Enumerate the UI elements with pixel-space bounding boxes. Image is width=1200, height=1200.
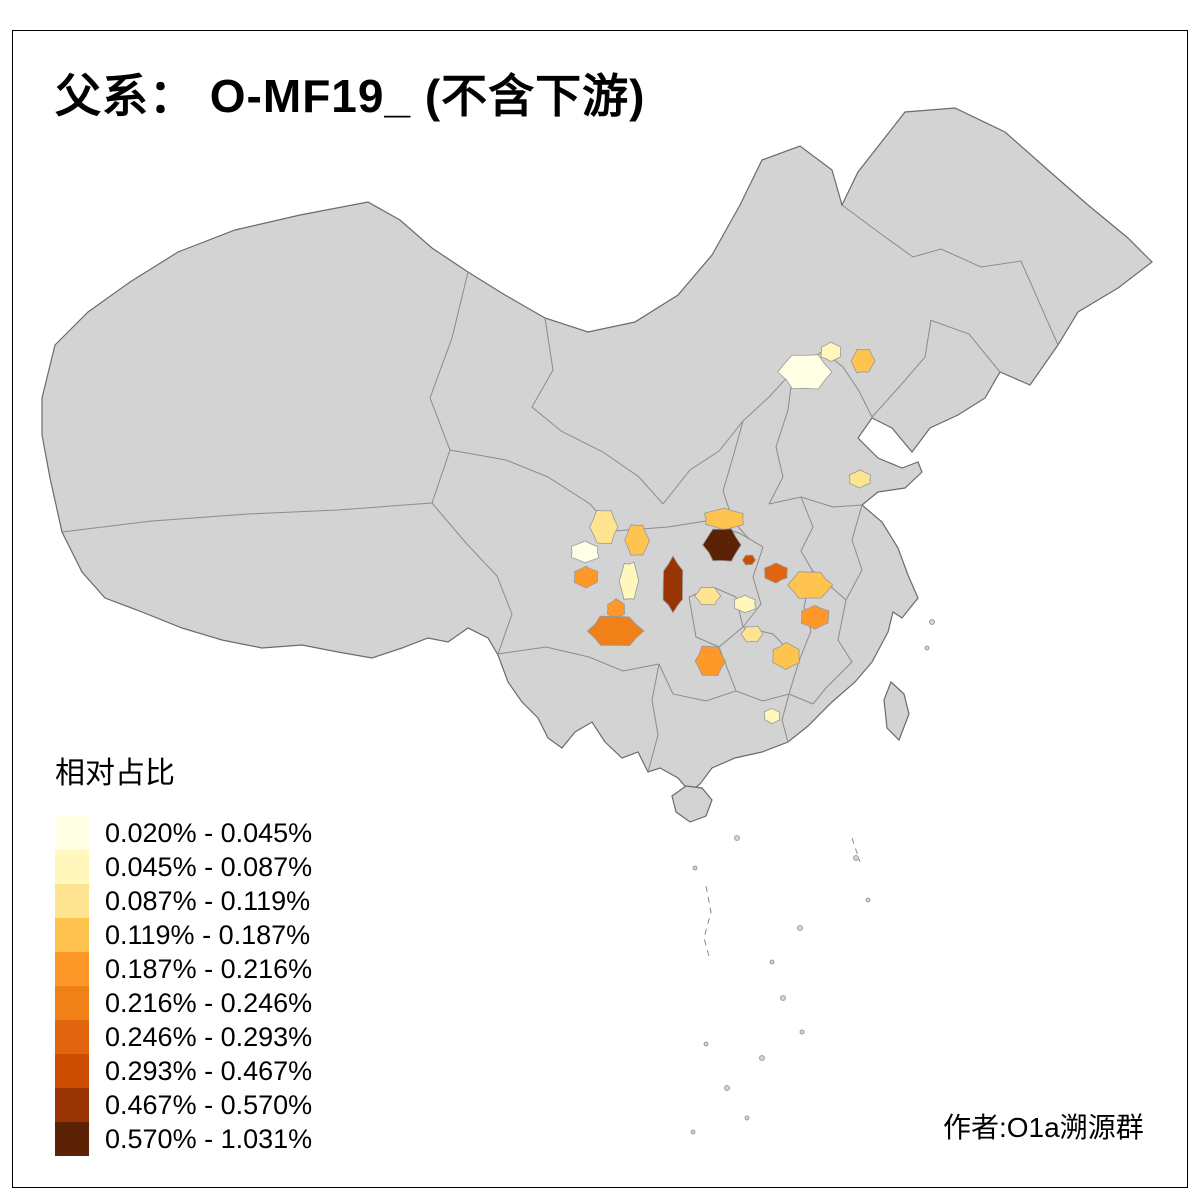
legend-label-1: 0.045% - 0.087% bbox=[105, 851, 313, 882]
prefecture-hunan-south bbox=[772, 641, 800, 670]
map-title: 父系： O-MF19_ (不含下游) bbox=[55, 70, 646, 122]
prefecture-guangdong-pale bbox=[763, 707, 781, 725]
sea-islands bbox=[690, 619, 935, 1135]
prefecture-hubei-west-orange bbox=[764, 562, 788, 584]
prefecture-dark-red-strip bbox=[662, 555, 684, 614]
legend-swatch-0 bbox=[55, 816, 89, 850]
legend-label-8: 0.467% - 0.570% bbox=[105, 1089, 313, 1120]
legend-swatch-7 bbox=[55, 1054, 89, 1088]
legend-row-7: 0.293% - 0.467% bbox=[55, 1054, 312, 1088]
prefecture-hunan-mid-pale bbox=[740, 625, 764, 643]
plot-frame bbox=[12, 30, 1188, 1188]
prefecture-hunan-north-orange bbox=[800, 604, 830, 630]
legend-label-6: 0.246% - 0.293% bbox=[105, 1021, 313, 1052]
prefecture-small-dark-dot bbox=[742, 554, 757, 566]
legend-label-5: 0.216% - 0.246% bbox=[105, 987, 313, 1018]
prefecture-highlights bbox=[570, 341, 876, 725]
legend-row-1: 0.045% - 0.087% bbox=[55, 850, 312, 884]
legend-row-2: 0.087% - 0.119% bbox=[55, 884, 312, 918]
legend-title: 相对占比 bbox=[55, 757, 175, 790]
taiwan-island bbox=[883, 680, 910, 742]
prefecture-dark-brown-core bbox=[702, 528, 742, 562]
legend-row-9: 0.570% - 1.031% bbox=[55, 1122, 312, 1156]
prefecture-shandong-west bbox=[848, 469, 871, 489]
legend-row-3: 0.119% - 0.187% bbox=[55, 918, 312, 952]
prefecture-chongqing-pale bbox=[733, 594, 757, 614]
legend-swatch-5 bbox=[55, 986, 89, 1020]
legend-label-4: 0.187% - 0.216% bbox=[105, 953, 313, 984]
prefecture-beijing-area bbox=[777, 354, 833, 390]
legend-swatch-1 bbox=[55, 850, 89, 884]
land-group bbox=[41, 107, 1153, 823]
prefecture-hubei-center bbox=[787, 571, 834, 599]
prefecture-sichuan-north-strip bbox=[618, 561, 640, 600]
prefecture-beijing-northeast bbox=[820, 341, 842, 363]
prefecture-qinghai-east bbox=[570, 540, 600, 564]
legend-row-5: 0.216% - 0.246% bbox=[55, 986, 312, 1020]
prefecture-tianjin-area bbox=[850, 348, 876, 374]
author-credit: 作者:O1a溯源群 bbox=[943, 1112, 1144, 1143]
legend-row-6: 0.246% - 0.293% bbox=[55, 1020, 312, 1054]
legend-swatch-4 bbox=[55, 952, 89, 986]
legend: 相对占比 0.020% - 0.045% 0.045% - 0.087% 0.087… bbox=[55, 748, 312, 1156]
legend-label-2: 0.087% - 0.119% bbox=[105, 885, 311, 916]
legend-row-0: 0.020% - 0.045% bbox=[55, 816, 312, 850]
legend-swatch-6 bbox=[55, 1020, 89, 1054]
legend-label-7: 0.293% - 0.467% bbox=[105, 1055, 313, 1086]
legend-label-0: 0.020% - 0.045% bbox=[105, 817, 313, 848]
prefecture-gansu-south bbox=[624, 524, 650, 556]
hainan-island bbox=[671, 785, 713, 823]
mainland-china bbox=[41, 107, 1153, 793]
prefecture-gannan-area bbox=[573, 565, 599, 589]
prefecture-sichuan-west bbox=[586, 615, 645, 647]
prefecture-hanzhong-light bbox=[703, 507, 744, 531]
legend-label-3: 0.119% - 0.187% bbox=[105, 919, 311, 950]
prefecture-sichuan-east-pale bbox=[694, 586, 722, 606]
prefecture-gansu-lanzhou bbox=[589, 510, 619, 545]
prefecture-guizhou-orange bbox=[694, 645, 726, 677]
legend-swatch-3 bbox=[55, 918, 89, 952]
legend-row-4: 0.187% - 0.216% bbox=[55, 952, 312, 986]
legend-row-8: 0.467% - 0.570% bbox=[55, 1088, 312, 1122]
legend-swatch-9 bbox=[55, 1122, 89, 1156]
legend-swatch-8 bbox=[55, 1088, 89, 1122]
legend-rows: 0.020% - 0.045% 0.045% - 0.087% 0.087% - 0… bbox=[55, 816, 312, 1156]
legend-label-9: 0.570% - 1.031% bbox=[105, 1123, 313, 1154]
legend-swatch-2 bbox=[55, 884, 89, 918]
